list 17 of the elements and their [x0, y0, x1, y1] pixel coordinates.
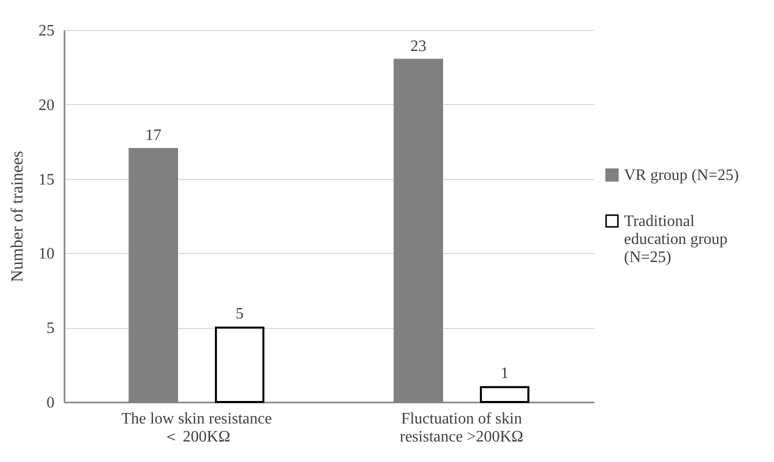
data-label: 5 [236, 306, 244, 323]
y-axis-title: Number of trainees [8, 150, 26, 282]
data-label: 17 [145, 127, 162, 144]
bar [480, 386, 530, 403]
y-tick-label: 25 [38, 22, 54, 40]
y-tick-label: 20 [38, 96, 54, 114]
legend-label: VR group (N=25) [624, 167, 739, 184]
bar [214, 326, 264, 403]
y-tick-label: 5 [46, 320, 54, 338]
y-tick-label: 0 [46, 394, 54, 412]
data-label: 23 [410, 38, 426, 55]
y-tick-label: 15 [38, 171, 54, 188]
x-tick-label: Fluctuation of skin resistance >200KΩ [400, 410, 524, 446]
data-label: 1 [500, 365, 509, 382]
legend-label: Traditional education group (N=25) [624, 213, 728, 266]
x-tick-label: The low skin resistance ＜ 200KΩ [121, 410, 272, 446]
y-tick-label: 10 [38, 246, 54, 263]
